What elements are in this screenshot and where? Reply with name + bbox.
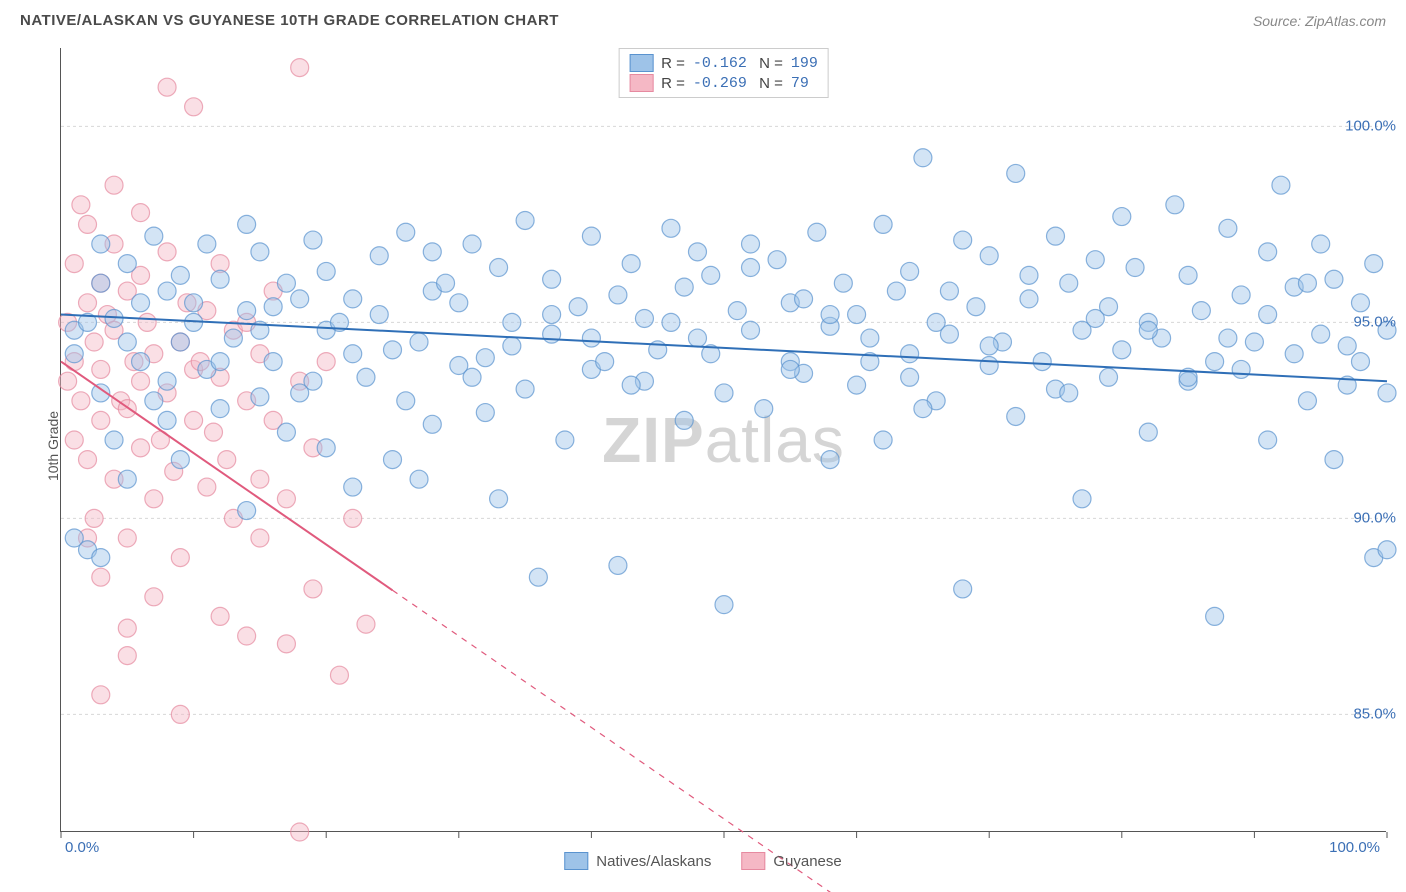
chart-plot-area: ZIPatlas R =-0.162 N =199 R =-0.269 N =7… xyxy=(60,48,1386,832)
correlation-legend: R =-0.162 N =199 R =-0.269 N =79 xyxy=(618,48,829,98)
xtick-min: 0.0% xyxy=(65,839,99,856)
chart-source: Source: ZipAtlas.com xyxy=(1253,13,1386,29)
legend-swatch-bottom-1 xyxy=(741,852,765,870)
chart-header: NATIVE/ALASKAN VS GUYANESE 10TH GRADE CO… xyxy=(0,0,1406,37)
legend-label-1: Guyanese xyxy=(773,853,841,870)
legend-swatch-0 xyxy=(629,54,653,72)
chart-title: NATIVE/ALASKAN VS GUYANESE 10TH GRADE CO… xyxy=(20,12,559,29)
ytick-label: 100.0% xyxy=(1345,118,1396,135)
legend-swatch-1 xyxy=(629,74,653,92)
ytick-label: 85.0% xyxy=(1353,706,1396,723)
ytick-label: 90.0% xyxy=(1353,510,1396,527)
legend-item-0: Natives/Alaskans xyxy=(564,852,711,870)
y-axis-label: 10th Grade xyxy=(45,411,61,481)
legend-row-series-0: R =-0.162 N =199 xyxy=(629,53,818,73)
legend-row-series-1: R =-0.269 N =79 xyxy=(629,73,818,93)
legend-swatch-bottom-0 xyxy=(564,852,588,870)
series-legend: Natives/Alaskans Guyanese xyxy=(564,852,841,870)
legend-label-0: Natives/Alaskans xyxy=(596,853,711,870)
ytick-label: 95.0% xyxy=(1353,314,1396,331)
scatter-svg xyxy=(61,48,1386,831)
legend-item-1: Guyanese xyxy=(741,852,841,870)
xtick-max: 100.0% xyxy=(1329,839,1380,856)
